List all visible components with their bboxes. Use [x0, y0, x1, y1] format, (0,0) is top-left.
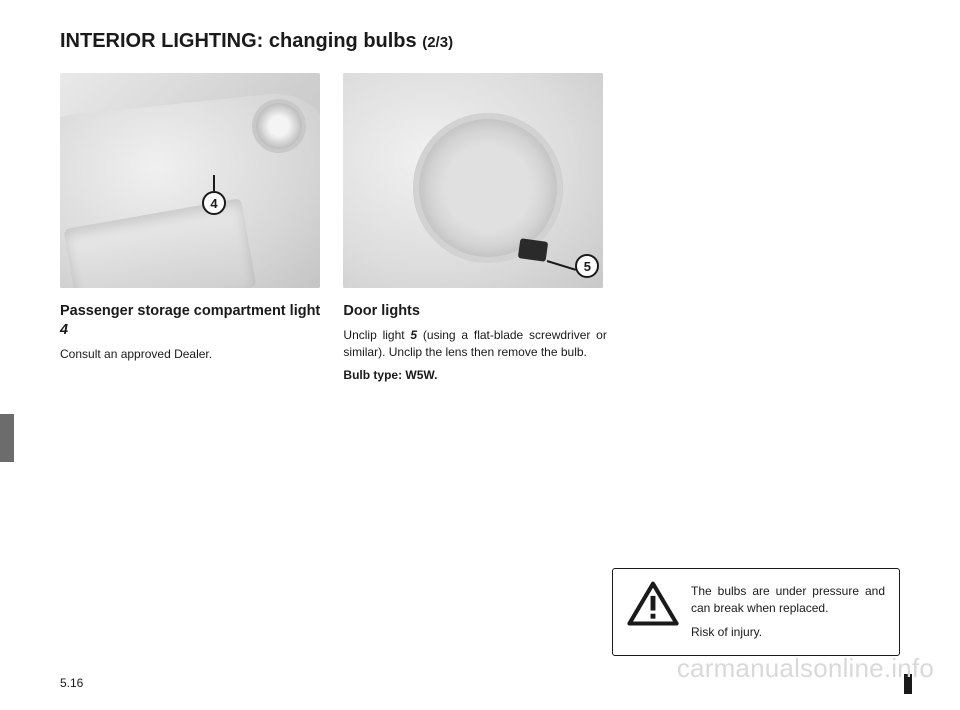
title-sub: (2/3) — [422, 34, 453, 51]
page-title: INTERIOR LIGHTING: changing bulbs (2/3) — [60, 30, 900, 53]
body-doorlights: Unclip light 5 (using a flat-blade screw… — [343, 327, 606, 361]
column-glovebox: 32114 4 Passenger storage compartment li… — [60, 73, 323, 382]
section-tab — [0, 414, 14, 462]
page-number: 5.16 — [60, 676, 83, 690]
bulb-type: Bulb type: W5W. — [343, 368, 606, 382]
content-columns: 32114 4 Passenger storage compartment li… — [60, 73, 900, 382]
callout-4: 4 — [202, 191, 226, 215]
warning-text: The bulbs are under pres­sure and can br… — [691, 583, 885, 641]
heading-glovebox: Passenger storage compartment light 4 — [60, 302, 323, 340]
watermark-bottom: carmanualsonline.info — [677, 653, 934, 684]
manual-page: INTERIOR LIGHTING: changing bulbs (2/3) … — [0, 0, 960, 710]
body-glovebox: Consult an approved Dealer. — [60, 346, 323, 363]
column-right-empty — [627, 73, 900, 382]
callout-leader-4 — [213, 175, 215, 191]
figure-door-light: 32113 5 — [343, 73, 603, 288]
column-doorlights: 32113 5 Door lights Unclip light 5 (usin… — [343, 73, 606, 382]
warning-triangle-icon — [627, 581, 679, 641]
warning-box: The bulbs are under pres­sure and can br… — [612, 568, 900, 656]
title-main: INTERIOR LIGHTING: changing bulbs — [60, 30, 422, 52]
warning-line2: Risk of injury. — [691, 624, 885, 641]
figure-glovebox-light: 32114 4 — [60, 73, 320, 288]
heading-doorlights: Door lights — [343, 302, 606, 321]
warning-line1: The bulbs are under pres­sure and can br… — [691, 583, 885, 618]
corner-marker — [904, 674, 912, 694]
